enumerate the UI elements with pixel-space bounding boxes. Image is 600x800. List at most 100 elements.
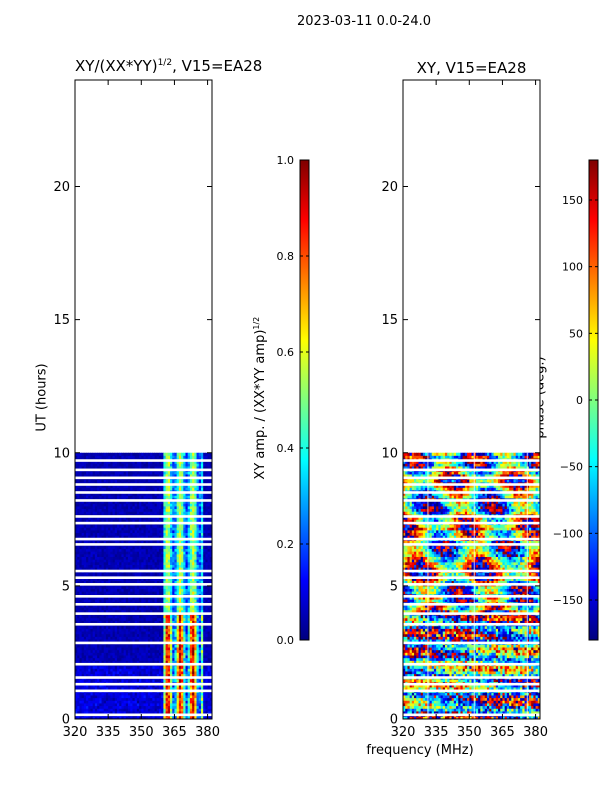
heatmap-cell bbox=[112, 532, 116, 536]
heatmap-cell bbox=[90, 564, 94, 568]
heatmap-cell bbox=[103, 668, 107, 672]
heatmap-cell bbox=[181, 647, 184, 651]
heatmap-cell bbox=[128, 553, 131, 557]
heatmap-cell bbox=[86, 647, 89, 651]
heatmap-cell bbox=[189, 655, 193, 659]
heatmap-cell bbox=[154, 639, 158, 643]
heatmap-cell bbox=[75, 564, 78, 568]
heatmap-cell bbox=[178, 708, 182, 712]
heatmap-cell bbox=[101, 604, 105, 608]
heatmap-cell bbox=[103, 705, 107, 709]
heatmap-cell bbox=[79, 607, 83, 611]
heatmap-cell bbox=[150, 660, 153, 664]
heatmap-cell bbox=[101, 665, 105, 669]
heatmap-cell bbox=[145, 697, 149, 701]
heatmap-cell bbox=[178, 657, 182, 661]
heatmap-cell bbox=[205, 657, 208, 661]
heatmap-cell bbox=[154, 628, 158, 632]
heatmap-cell bbox=[103, 545, 107, 549]
heatmap-cell bbox=[99, 527, 102, 531]
heatmap-cell bbox=[141, 532, 144, 536]
heatmap-cell bbox=[97, 599, 100, 603]
heatmap-cell bbox=[198, 625, 202, 629]
heatmap-cell bbox=[114, 660, 118, 664]
heatmap-cell bbox=[103, 527, 107, 531]
heatmap-cell bbox=[152, 529, 155, 534]
heatmap-cell bbox=[187, 572, 191, 576]
heatmap-cell bbox=[79, 580, 83, 584]
heatmap-cell bbox=[99, 631, 102, 635]
heatmap-cell bbox=[90, 588, 94, 592]
heatmap-cell bbox=[128, 551, 131, 555]
heatmap-cell bbox=[103, 631, 107, 635]
heatmap-cell bbox=[167, 657, 171, 661]
heatmap-cell bbox=[163, 692, 166, 696]
heatmap-cell bbox=[136, 636, 140, 640]
heatmap-cell bbox=[189, 697, 193, 701]
heatmap-cell bbox=[178, 599, 182, 603]
heatmap-cell bbox=[86, 644, 89, 648]
heatmap-cell bbox=[181, 695, 184, 699]
heatmap-cell bbox=[158, 697, 162, 701]
heatmap-cell bbox=[112, 615, 116, 619]
heatmap-cell bbox=[139, 545, 142, 549]
heatmap-cell bbox=[141, 695, 144, 699]
heatmap-cell bbox=[77, 671, 80, 675]
heatmap-cell bbox=[97, 631, 100, 635]
heatmap-cell bbox=[92, 585, 96, 589]
heatmap-cell bbox=[134, 585, 138, 589]
heatmap-cell bbox=[86, 639, 89, 643]
heatmap-cell bbox=[185, 703, 189, 707]
heatmap-cell bbox=[88, 607, 91, 611]
heatmap-cell bbox=[119, 657, 122, 661]
heatmap-cell bbox=[154, 660, 158, 664]
heatmap-cell bbox=[198, 559, 202, 563]
heatmap-cell bbox=[83, 617, 87, 621]
heatmap-cell bbox=[165, 599, 169, 603]
heatmap-cell bbox=[189, 591, 193, 595]
heatmap-cell bbox=[145, 561, 149, 565]
heatmap-cell bbox=[172, 660, 175, 664]
heatmap-cell bbox=[200, 684, 204, 688]
heatmap-cell bbox=[139, 700, 142, 704]
heatmap-cell bbox=[145, 647, 149, 651]
heatmap-cell bbox=[86, 577, 89, 581]
heatmap-cell bbox=[114, 687, 118, 691]
heatmap-cell bbox=[77, 553, 80, 557]
heatmap-cell bbox=[99, 561, 102, 565]
heatmap-cell bbox=[196, 660, 200, 664]
heatmap-cell bbox=[99, 529, 102, 534]
heatmap-cell bbox=[103, 620, 107, 624]
heatmap-cell bbox=[207, 628, 211, 632]
heatmap-cell bbox=[123, 607, 127, 611]
heatmap-cell bbox=[203, 607, 206, 611]
heatmap-cell bbox=[174, 599, 178, 603]
heatmap-cell bbox=[170, 700, 173, 704]
heatmap-cell bbox=[147, 703, 151, 707]
heatmap-cell bbox=[161, 700, 164, 704]
heatmap-cell bbox=[174, 553, 178, 557]
heatmap-cell bbox=[112, 540, 116, 544]
heatmap-cell bbox=[128, 679, 131, 683]
heatmap-cell bbox=[192, 636, 195, 640]
heatmap-cell bbox=[172, 684, 175, 688]
heatmap-cell bbox=[178, 628, 182, 632]
heatmap-cell bbox=[150, 671, 153, 675]
heatmap-cell bbox=[205, 668, 208, 672]
heatmap-cell bbox=[105, 556, 109, 560]
heatmap-cell bbox=[97, 668, 100, 672]
heatmap-cell bbox=[110, 660, 113, 664]
heatmap-cell bbox=[94, 655, 98, 659]
heatmap-cell bbox=[200, 564, 204, 568]
heatmap-cell bbox=[178, 561, 182, 565]
heatmap-cell bbox=[136, 649, 140, 653]
heatmap-cell bbox=[92, 671, 96, 675]
heatmap-cell bbox=[99, 617, 102, 621]
heatmap-cell bbox=[178, 551, 182, 555]
heatmap-cell bbox=[77, 585, 80, 589]
heatmap-cell bbox=[161, 556, 164, 560]
heatmap-cell bbox=[92, 561, 96, 565]
heatmap-cell bbox=[101, 591, 105, 595]
heatmap-cell bbox=[174, 609, 178, 613]
heatmap-cell bbox=[121, 703, 125, 707]
